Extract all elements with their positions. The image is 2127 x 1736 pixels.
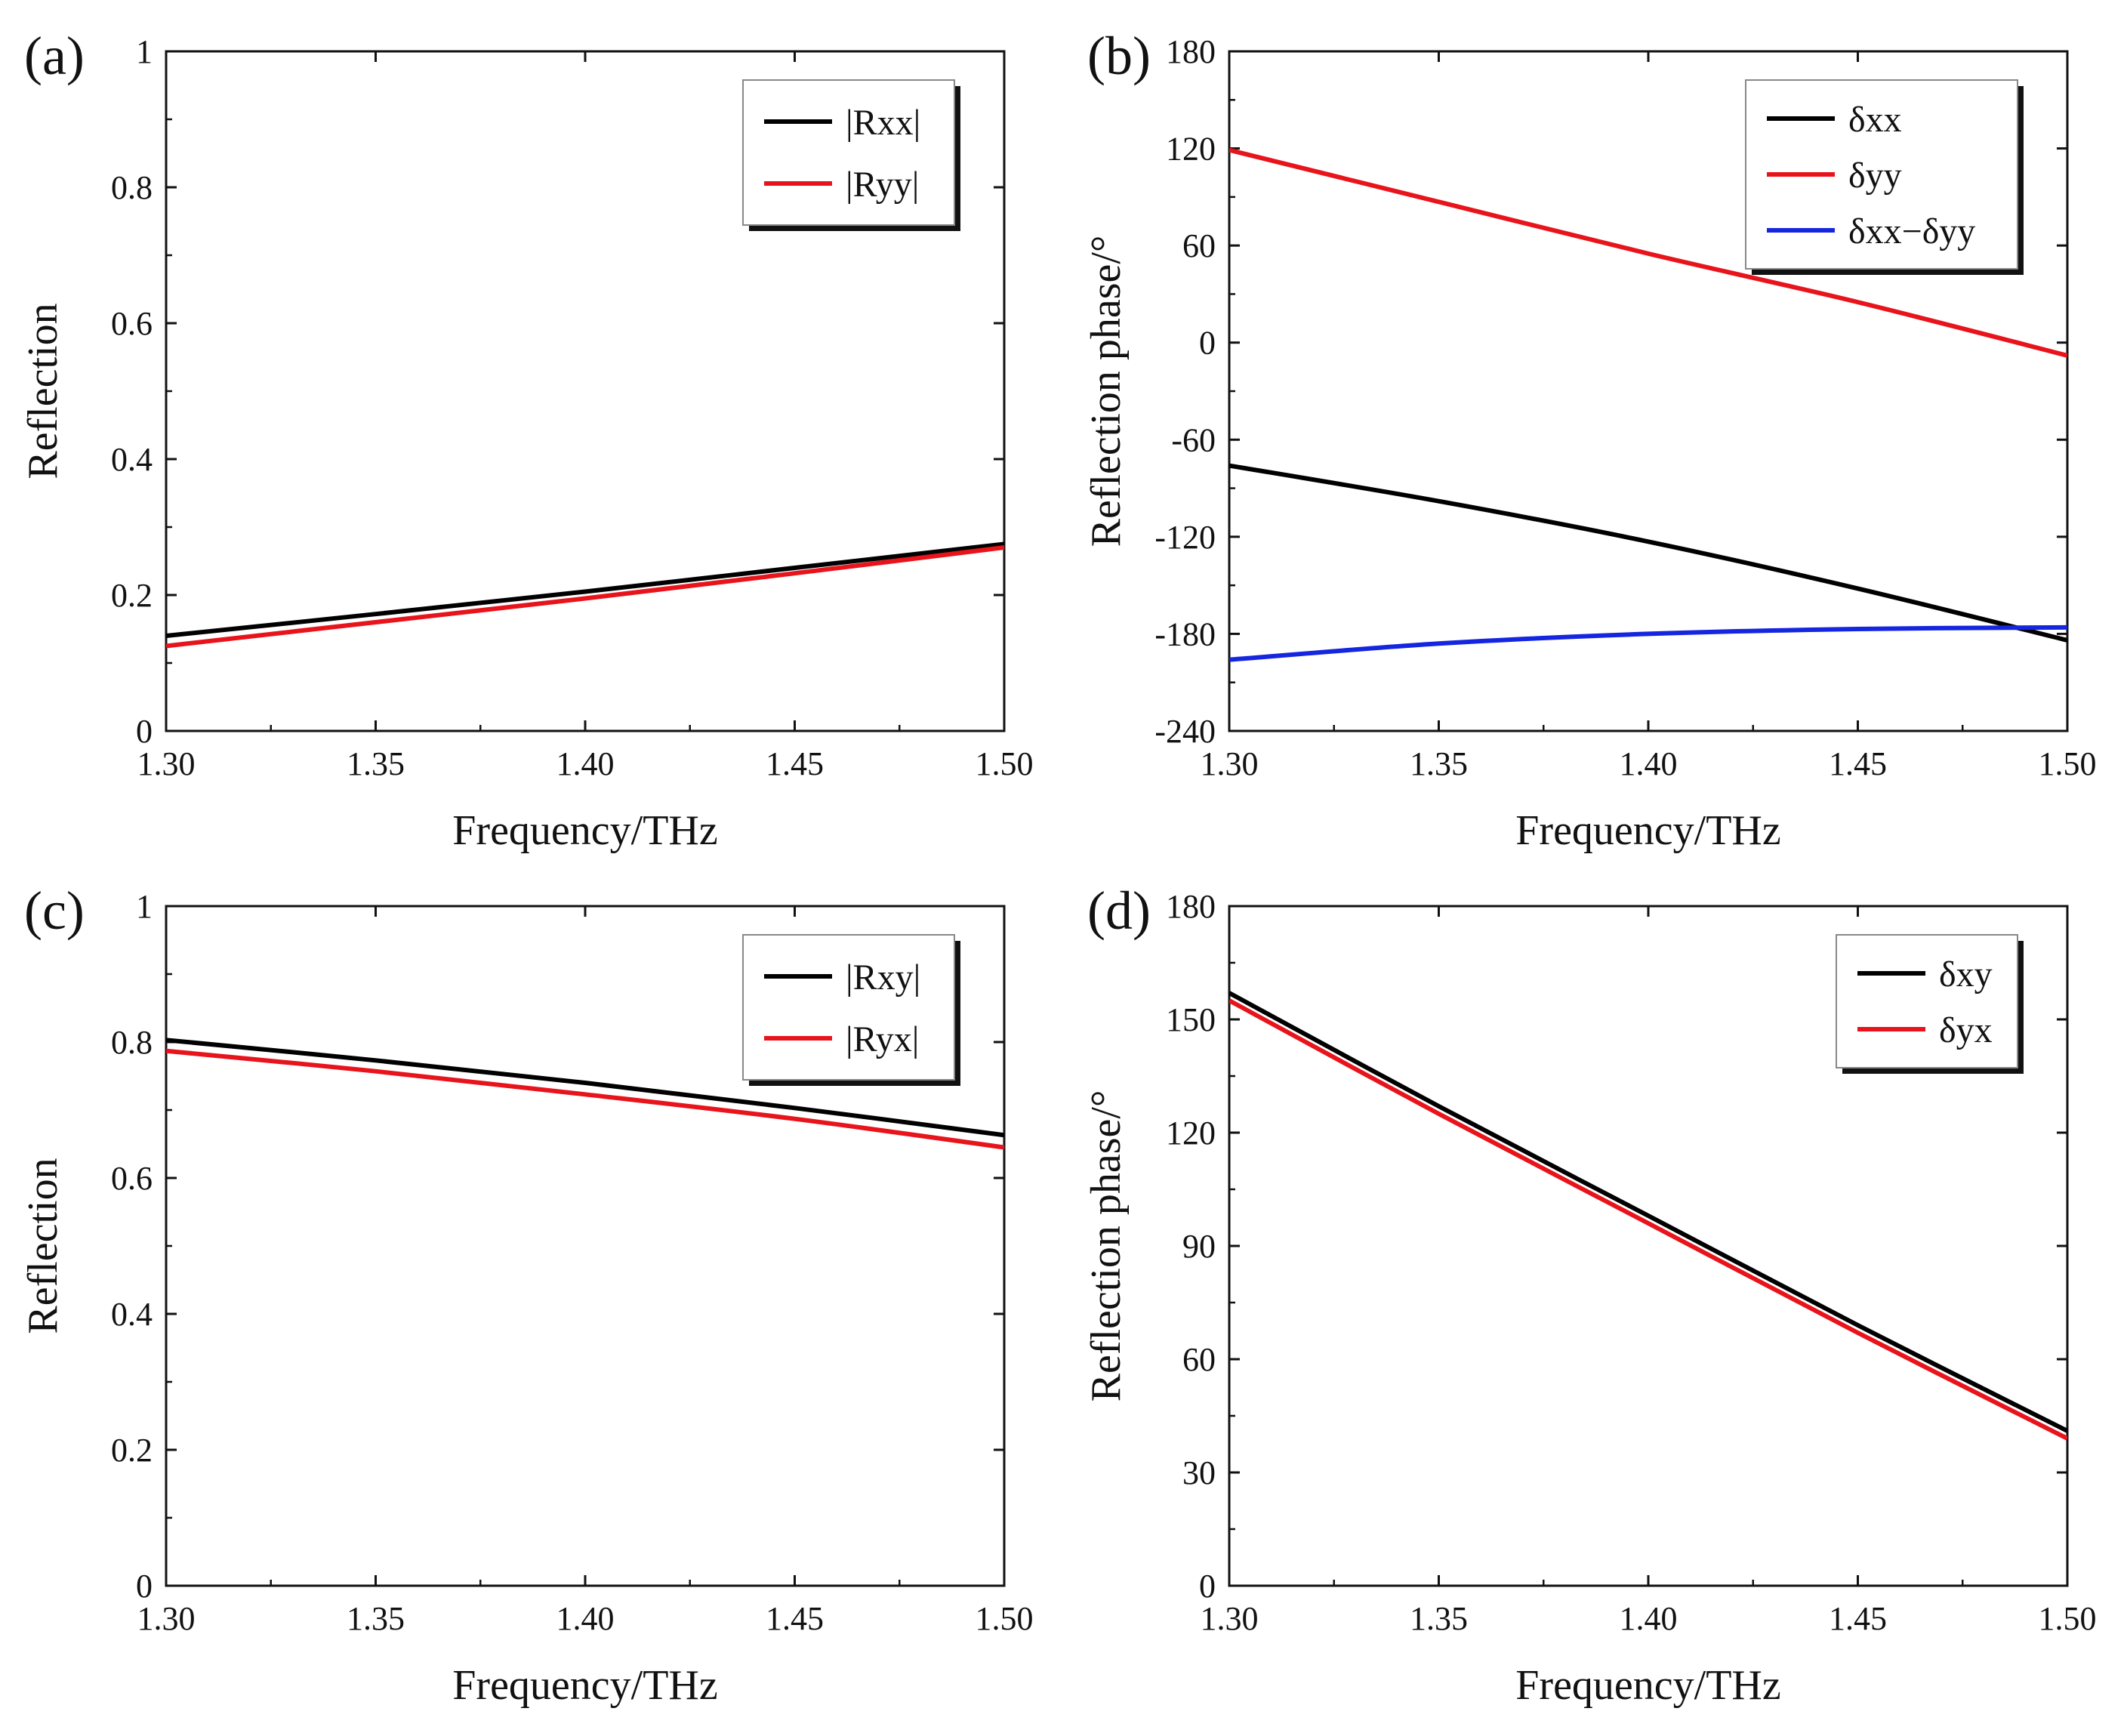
legend-label: |Rxy|	[846, 957, 920, 998]
x-tick-label: 1.35	[1410, 1600, 1468, 1637]
series-line-d-0	[1229, 991, 2067, 1433]
panel-label: (c)	[24, 880, 85, 941]
y-tick-label: -60	[1171, 421, 1216, 458]
legend-label: |Rxx|	[846, 103, 920, 143]
y-tick-label: 0.8	[111, 1024, 153, 1061]
y-tick-label: 120	[1166, 1115, 1216, 1152]
y-axis-title: Reflection phase/°	[1083, 1090, 1130, 1402]
x-tick-label: 1.45	[766, 745, 824, 782]
y-tick-label: 60	[1182, 227, 1216, 264]
series-line-b-1	[1229, 147, 2067, 358]
x-tick-label: 1.40	[556, 1600, 615, 1637]
y-tick-label: 0.4	[111, 441, 153, 478]
y-tick-label: 120	[1166, 131, 1216, 168]
y-tick-label: 0	[136, 1568, 153, 1605]
series-line-b-2	[1229, 624, 2067, 662]
panel-c: (c) 1.30 1.35 1.40 1.45 1.50 0 0.2 0.4 0.6 0.8 1 Fre…	[20, 880, 1034, 1709]
x-axis-title: Frequency/THz	[1515, 807, 1780, 854]
x-tick-label: 1.40	[556, 745, 615, 782]
y-tick-label: 0	[136, 713, 153, 750]
series-line-d-1	[1229, 998, 2067, 1441]
x-tick-label: 1.30	[1201, 1600, 1259, 1637]
x-tick-label: 1.40	[1620, 745, 1678, 782]
y-tick-label: 0.6	[111, 305, 153, 342]
panel-label: (a)	[24, 26, 85, 86]
y-tick-label: 0.4	[111, 1296, 153, 1333]
y-tick-label: 60	[1182, 1341, 1216, 1378]
series-line-b-0	[1229, 463, 2067, 643]
x-tick-label: 1.45	[1829, 745, 1887, 782]
y-tick-label: 0.6	[111, 1160, 153, 1197]
x-tick-label: 1.30	[137, 1600, 196, 1637]
series-line-c-1	[166, 1048, 1004, 1150]
y-tick-label: 180	[1166, 33, 1216, 70]
x-tick-label: 1.35	[1410, 745, 1468, 782]
y-tick-label: -120	[1154, 519, 1216, 556]
x-tick-label: 1.30	[137, 745, 196, 782]
y-tick-label: -180	[1154, 615, 1216, 652]
y-tick-label: 0	[1199, 325, 1216, 362]
legend-label: δxx−δyy	[1848, 211, 1975, 251]
y-tick-label: 0.2	[111, 1432, 153, 1469]
y-tick-label: 150	[1166, 1001, 1216, 1038]
legend-label: δyy	[1848, 156, 1902, 196]
x-axis-title: Frequency/THz	[452, 807, 717, 854]
x-axis-title: Frequency/THz	[1515, 1662, 1780, 1709]
x-tick-label: 1.50	[2039, 1600, 2097, 1637]
x-tick-label: 1.45	[1829, 1600, 1887, 1637]
y-tick-label: 1	[136, 888, 153, 925]
y-tick-label: -240	[1154, 713, 1216, 750]
panel-label: (d)	[1087, 880, 1151, 941]
y-tick-label: 1	[136, 33, 153, 70]
y-tick-label: 0.8	[111, 169, 153, 206]
legend-label: δyx	[1939, 1010, 1993, 1050]
y-tick-label: 0.2	[111, 577, 153, 614]
x-tick-label: 1.30	[1201, 745, 1259, 782]
panel-a: (a) 1.30 1.35 1.40 1.45 1.50 0 0.2 0.4 0.6 0.8 1 Fre…	[20, 26, 1034, 854]
series-line-a-0	[166, 541, 1004, 638]
x-tick-label: 1.45	[766, 1600, 824, 1637]
series-line-a-1	[166, 545, 1004, 649]
x-tick-label: 1.50	[2039, 745, 2097, 782]
panel-b: (b) 1.30 1.35 1.40 1.45 1.50 -240 -180 -120 -60 0 6…	[1083, 26, 2097, 854]
legend-box	[742, 79, 955, 226]
panel-label: (b)	[1087, 26, 1151, 86]
y-axis-title: Reflection phase/°	[1083, 236, 1130, 547]
y-tick-label: 30	[1182, 1454, 1216, 1491]
legend-label: |Ryx|	[846, 1019, 919, 1059]
y-axis-title: Reflection	[20, 303, 66, 479]
y-tick-label: 90	[1182, 1228, 1216, 1265]
panel-d: (d) 1.30 1.35 1.40 1.45 1.50 0 30 60 90 120 150 180 F…	[1083, 880, 2097, 1709]
x-tick-label: 1.35	[347, 745, 405, 782]
legend-label: δxx	[1848, 100, 1902, 140]
legend-box	[1836, 934, 2018, 1068]
y-tick-label: 180	[1166, 888, 1216, 925]
x-tick-label: 1.50	[976, 745, 1034, 782]
legend-label: |Ryy|	[846, 165, 919, 205]
legend-label: δxy	[1939, 954, 1993, 994]
x-tick-label: 1.50	[976, 1600, 1034, 1637]
x-axis-title: Frequency/THz	[452, 1662, 717, 1709]
x-tick-label: 1.40	[1620, 1600, 1678, 1637]
y-axis-title: Reflection	[20, 1158, 66, 1334]
y-tick-label: 0	[1199, 1568, 1216, 1605]
legend-box	[742, 934, 955, 1081]
x-tick-label: 1.35	[347, 1600, 405, 1637]
series-line-c-0	[166, 1038, 1004, 1138]
